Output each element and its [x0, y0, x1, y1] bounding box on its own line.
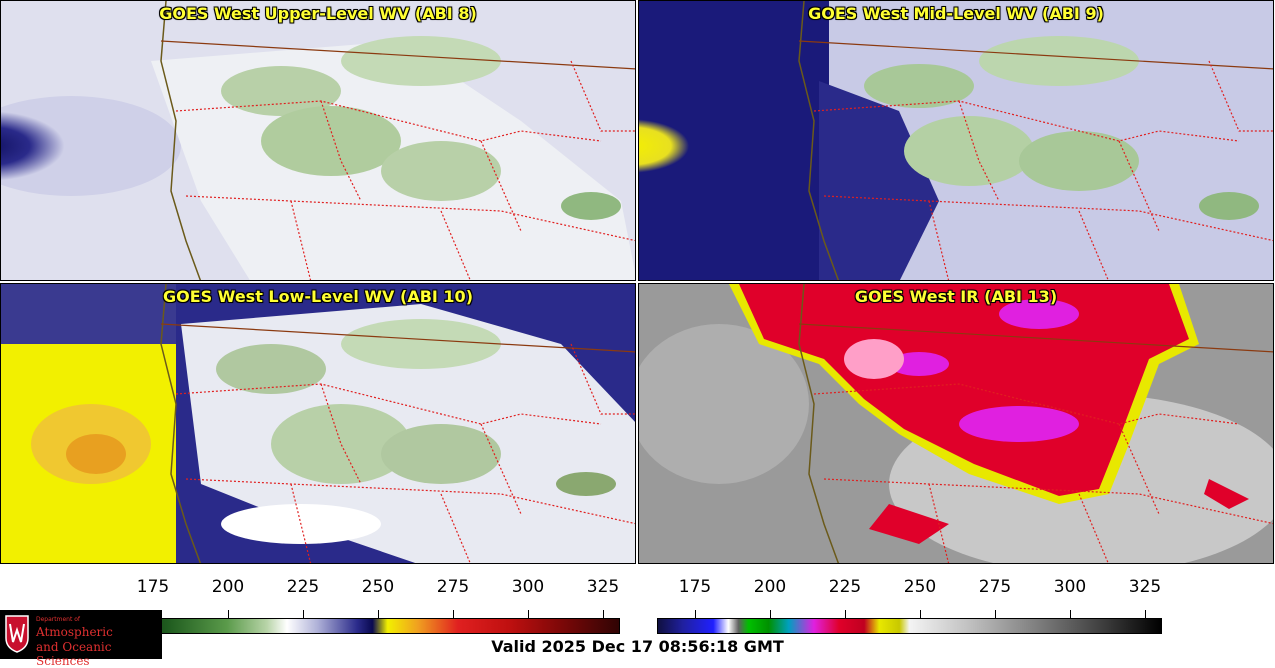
logo-line-2: Atmospheric — [36, 625, 113, 639]
colorbar-tick-label: 275 — [978, 577, 1012, 597]
colorbar-tick-label: 250 — [361, 577, 395, 597]
panel-title: GOES West Low-Level WV (ABI 10) — [162, 287, 473, 306]
ir-colorbar: 175 200 225 250 275 300 325 — [657, 577, 1162, 637]
colorbar-tick-label: 325 — [1128, 577, 1162, 597]
panel-title: GOES West IR (ABI 13) — [854, 287, 1058, 306]
colorbar-tick-label: 225 — [828, 577, 862, 597]
low-wv-image — [1, 284, 635, 563]
mid-wv-image — [639, 1, 1273, 280]
colorbar-tick-label: 300 — [511, 577, 545, 597]
colorbar-tick-label: 275 — [436, 577, 470, 597]
colorbar-tick-label: 225 — [286, 577, 320, 597]
logo-line-1: Department of — [36, 616, 80, 623]
panel-title: GOES West Mid-Level WV (ABI 9) — [808, 4, 1104, 23]
wv-colorbar: 175 200 225 250 275 300 325 — [115, 577, 620, 637]
uw-crest-icon — [5, 615, 29, 653]
panel-title: GOES West Upper-Level WV (ABI 8) — [159, 4, 477, 23]
colorbar-tick-label: 175 — [136, 577, 170, 597]
ir-colorbar-gradient — [657, 618, 1162, 634]
map-panel-upper-wv: GOES West Upper-Level WV (ABI 8) — [0, 0, 636, 281]
colorbar-tick-label: 200 — [753, 577, 787, 597]
map-panel-mid-wv: GOES West Mid-Level WV (ABI 9) — [638, 0, 1274, 281]
colorbar-tick-label: 325 — [586, 577, 620, 597]
wv-colorbar-gradient — [115, 618, 620, 634]
upper-wv-image — [1, 1, 635, 280]
ir-image — [639, 284, 1273, 563]
colorbar-tick-label: 200 — [211, 577, 245, 597]
map-panel-ir: GOES West IR (ABI 13) — [638, 283, 1274, 564]
map-panel-low-wv: GOES West Low-Level WV (ABI 10) — [0, 283, 636, 564]
colorbar-tick-label: 300 — [1053, 577, 1087, 597]
colorbar-tick-label: 250 — [903, 577, 937, 597]
valid-time-label: Valid 2025 Dec 17 08:56:18 GMT — [491, 637, 784, 656]
colorbar-tick-label: 175 — [678, 577, 712, 597]
